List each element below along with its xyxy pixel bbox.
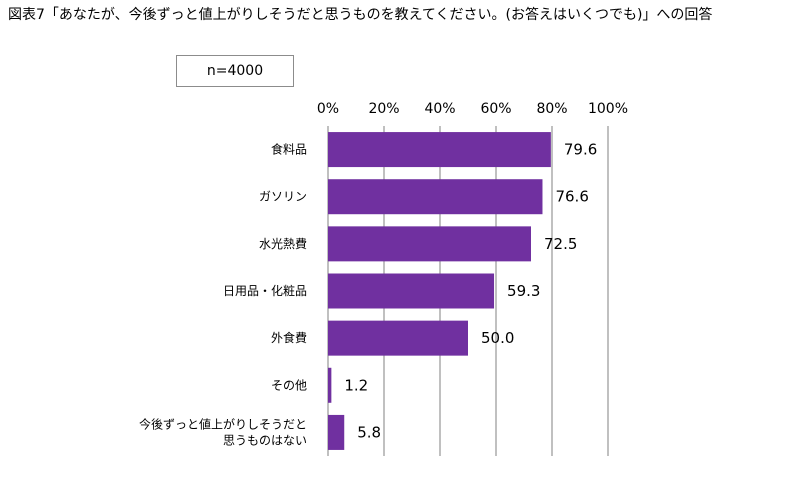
value-label: 59.3 xyxy=(507,282,540,300)
bar xyxy=(328,226,531,262)
bar xyxy=(328,320,468,356)
x-axis-ticks: 0% 20% 40% 60% 80% 100% xyxy=(317,101,628,117)
x-tick-label: 100% xyxy=(588,101,628,117)
sample-size-box: n=4000 xyxy=(176,55,294,87)
category-label: ガソリン xyxy=(259,190,307,204)
value-label: 50.0 xyxy=(481,329,514,347)
bar xyxy=(328,179,543,215)
category-label: 思うものはない xyxy=(223,433,307,447)
bar xyxy=(328,132,551,168)
bar xyxy=(328,273,495,309)
category-label: 食料品 xyxy=(271,142,307,157)
chart-title: 図表7「あなたが、今後ずっと値上がりしそうだと思うものを教えてください。(お答え… xyxy=(8,7,713,23)
value-label: 1.2 xyxy=(344,376,368,394)
x-tick-label: 20% xyxy=(368,101,399,117)
sample-size-label: n=4000 xyxy=(206,63,264,79)
value-label: 72.5 xyxy=(544,235,577,253)
value-label: 76.6 xyxy=(555,188,588,206)
bar xyxy=(328,367,332,403)
bars xyxy=(328,132,551,450)
category-label: 外食費 xyxy=(271,330,307,345)
category-label: 今後ずっと値上がりしそうだと xyxy=(139,416,307,431)
x-tick-label: 40% xyxy=(424,101,455,117)
value-label: 5.8 xyxy=(357,423,381,441)
bar xyxy=(328,414,345,450)
category-label: 水光熱費 xyxy=(259,236,307,251)
value-labels: 79.6 76.6 72.5 59.3 50.0 1.2 5.8 xyxy=(344,141,597,442)
x-tick-label: 0% xyxy=(317,101,339,117)
x-tick-label: 60% xyxy=(480,101,511,117)
category-label: 日用品・化粧品 xyxy=(223,284,307,298)
x-tick-label: 80% xyxy=(536,101,567,117)
value-label: 79.6 xyxy=(564,141,597,159)
category-labels: 食料品ガソリン水光熱費日用品・化粧品外食費その他今後ずっと値上がりしそうだと思う… xyxy=(139,142,307,448)
category-label: その他 xyxy=(271,378,307,392)
